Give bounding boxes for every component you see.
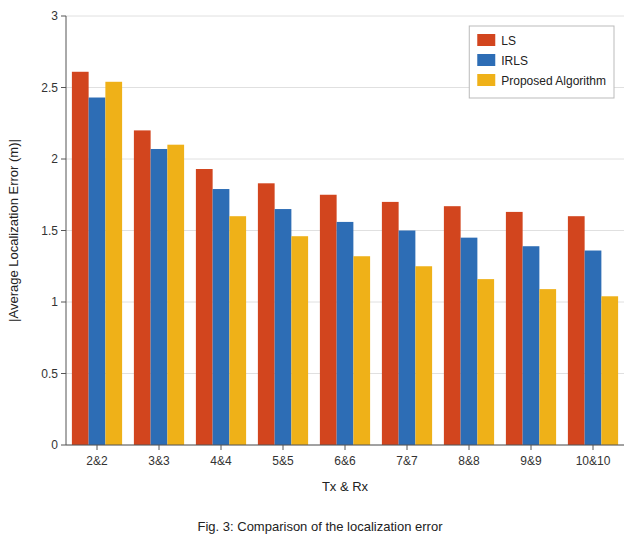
bar (105, 82, 122, 445)
y-tick (61, 230, 66, 231)
x-tick-label: 8&8 (458, 454, 480, 468)
x-tick (159, 445, 160, 450)
y-tick-label: 1.5 (41, 224, 58, 238)
y-axis-label: |Average Localization Error (m)| (6, 139, 21, 322)
x-tick (593, 445, 594, 450)
bar (415, 266, 432, 445)
legend: LS IRLS Proposed Algorithm (469, 26, 614, 98)
bars (72, 72, 618, 445)
grid-line (66, 16, 624, 17)
bar (134, 130, 151, 445)
bar (539, 289, 556, 445)
bar (258, 183, 275, 445)
bar (506, 212, 523, 445)
background (0, 0, 640, 545)
y-tick (61, 302, 66, 303)
y-tick-label: 1 (51, 295, 58, 309)
legend-swatch (477, 34, 495, 46)
legend-box (469, 26, 614, 98)
y-tick (61, 159, 66, 160)
y-tick (61, 16, 66, 17)
y-tick (61, 373, 66, 374)
caption: Fig. 3: Comparison of the localization e… (198, 519, 444, 534)
y-tick-label: 0 (51, 438, 58, 452)
bar (353, 256, 370, 445)
bar (275, 209, 292, 445)
x-tick-label: 4&4 (210, 454, 232, 468)
legend-swatch (477, 54, 495, 66)
x-tick-label: 7&7 (396, 454, 418, 468)
bar (291, 236, 308, 445)
bar (444, 206, 461, 445)
legend-entry: Proposed Algorithm (501, 74, 606, 88)
bar (213, 189, 230, 445)
bar (399, 231, 416, 446)
x-axis-label: Tx & Rx (322, 479, 369, 494)
bar (320, 195, 337, 445)
x-tick (531, 445, 532, 450)
bar (585, 251, 602, 445)
x-tick-label: 10&10 (576, 454, 611, 468)
bar (601, 296, 618, 445)
x-tick-label: 3&3 (148, 454, 170, 468)
bar (477, 279, 494, 445)
bar (382, 202, 399, 445)
bar (523, 246, 540, 445)
bar (461, 238, 478, 445)
x-tick-label: 5&5 (272, 454, 294, 468)
x-tick-label: 2&2 (86, 454, 108, 468)
bar (229, 216, 246, 445)
bar (196, 169, 213, 445)
x-tick (221, 445, 222, 450)
y-tick-label: 2.5 (41, 81, 58, 95)
y-tick-label: 3 (51, 9, 58, 23)
y-tick (61, 87, 66, 88)
bar (72, 72, 89, 445)
x-tick (469, 445, 470, 450)
grid (66, 16, 624, 445)
legend-entry: LS (501, 34, 516, 48)
bar (167, 145, 184, 445)
bar (151, 149, 168, 445)
y-tick-label: 0.5 (41, 367, 58, 381)
legend-entry: IRLS (501, 54, 528, 68)
y-tick-label: 2 (51, 152, 58, 166)
x-tick (97, 445, 98, 450)
bar (568, 216, 585, 445)
x-tick (345, 445, 346, 450)
y-axis (66, 16, 67, 445)
y-tick (61, 445, 66, 446)
legend-swatch (477, 74, 495, 86)
x-tick (283, 445, 284, 450)
x-tick (407, 445, 408, 450)
x-tick-label: 6&6 (334, 454, 356, 468)
bar (337, 222, 354, 445)
x-tick-label: 9&9 (520, 454, 542, 468)
bar (89, 98, 106, 445)
